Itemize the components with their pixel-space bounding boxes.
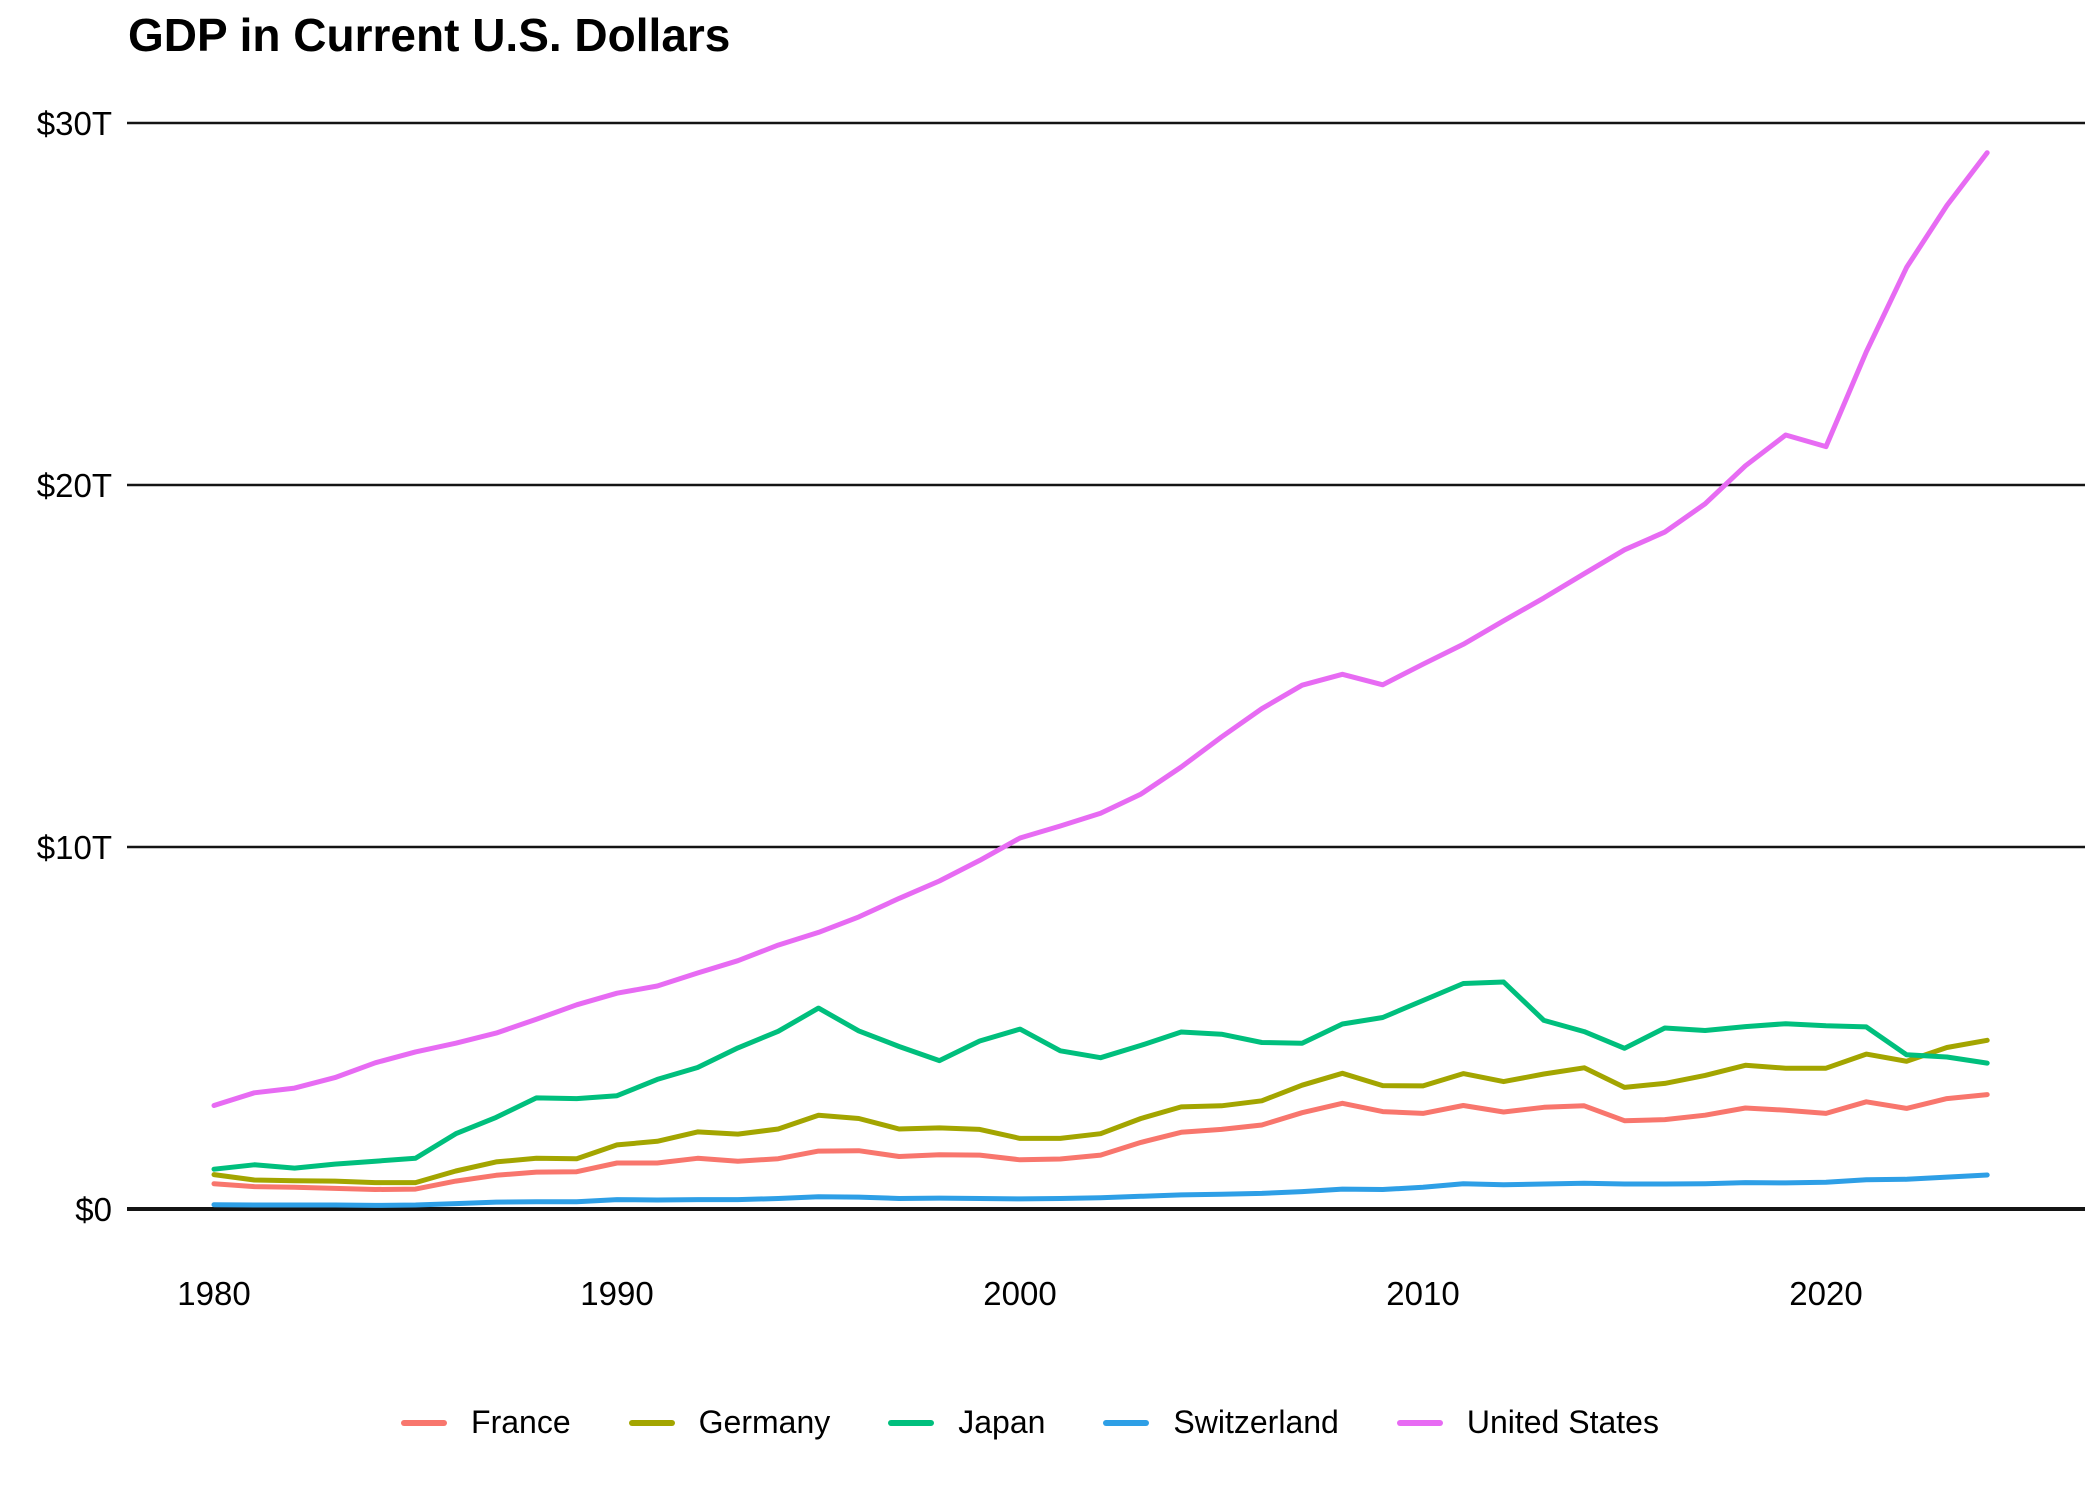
- x-axis-tick-label: 2000: [983, 1275, 1056, 1312]
- x-axis-tick-label: 1980: [177, 1275, 250, 1312]
- legend-item-japan: Japan: [888, 1404, 1045, 1441]
- legend-key-line-icon: [1396, 1419, 1443, 1426]
- legend-item-france: France: [401, 1404, 571, 1441]
- y-axis-tick-label: $10T: [37, 829, 112, 866]
- series-line-switzerland: [211, 1172, 1990, 1208]
- y-axis-tick-label: $0: [75, 1191, 112, 1228]
- legend-label: Germany: [698, 1404, 831, 1440]
- legend-item-united-states: United States: [1396, 1404, 1659, 1441]
- x-axis-tick-label: 2010: [1386, 1275, 1459, 1312]
- y-axis-tick-label: $30T: [37, 105, 112, 142]
- legend-label: United States: [1466, 1404, 1659, 1440]
- legend-key-line-icon: [888, 1419, 935, 1426]
- legend-label: Switzerland: [1173, 1404, 1339, 1440]
- series-line-united-states: [211, 150, 1990, 1108]
- x-axis-tick-label: 2020: [1789, 1275, 1862, 1312]
- series-line-germany: [211, 1037, 1990, 1186]
- series-line-france: [211, 1092, 1990, 1192]
- legend-label: France: [471, 1404, 571, 1440]
- chart-legend: France Germany Japan Switzerland United Stat…: [0, 1404, 2100, 1441]
- x-axis-tick-label: 1990: [580, 1275, 653, 1312]
- legend-key-line-icon: [1103, 1419, 1150, 1426]
- series-line-japan: [211, 979, 1990, 1172]
- legend-key-line-icon: [628, 1419, 675, 1426]
- legend-item-germany: Germany: [628, 1404, 831, 1441]
- chart-title: GDP in Current U.S. Dollars: [128, 9, 731, 61]
- y-axis-tick-label: $20T: [37, 467, 112, 504]
- legend-key-line-icon: [401, 1419, 448, 1426]
- legend-item-switzerland: Switzerland: [1103, 1404, 1339, 1441]
- legend-label: Japan: [958, 1404, 1046, 1440]
